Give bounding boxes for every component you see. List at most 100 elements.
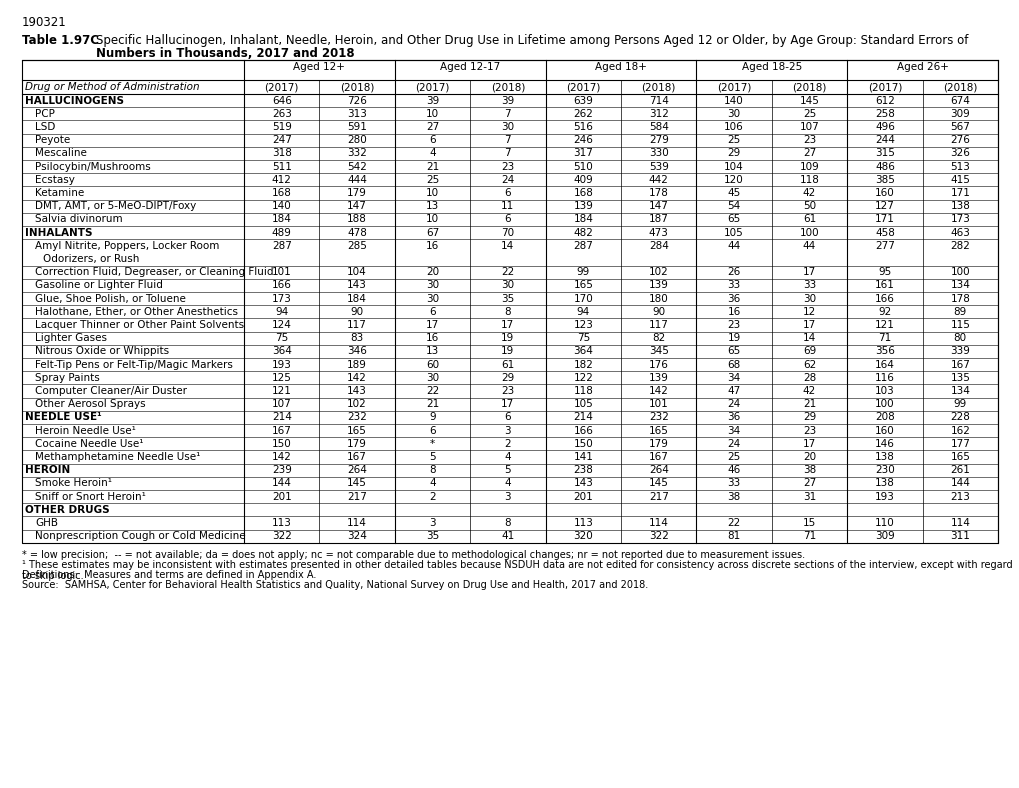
Text: 232: 232 xyxy=(346,412,367,422)
Text: 42: 42 xyxy=(802,386,815,396)
Text: 184: 184 xyxy=(573,214,593,225)
Text: 188: 188 xyxy=(346,214,367,225)
Text: 100: 100 xyxy=(799,228,818,237)
Text: (2018): (2018) xyxy=(943,82,976,92)
Text: 179: 179 xyxy=(346,188,367,198)
Text: Halothane, Ether, or Other Anesthetics: Halothane, Ether, or Other Anesthetics xyxy=(35,307,237,317)
Text: 21: 21 xyxy=(802,399,815,409)
Text: Ecstasy: Ecstasy xyxy=(35,175,74,184)
Text: 142: 142 xyxy=(271,452,291,462)
Text: 45: 45 xyxy=(727,188,740,198)
Text: Aged 18-25: Aged 18-25 xyxy=(741,62,801,72)
Text: 262: 262 xyxy=(573,109,593,119)
Text: 104: 104 xyxy=(723,162,743,172)
Text: 71: 71 xyxy=(877,333,891,343)
Text: 285: 285 xyxy=(346,240,367,251)
Text: 170: 170 xyxy=(573,293,593,303)
Text: 162: 162 xyxy=(950,426,969,436)
Text: 4: 4 xyxy=(429,148,435,158)
Text: 61: 61 xyxy=(802,214,815,225)
Text: 217: 217 xyxy=(648,492,668,501)
Text: 4: 4 xyxy=(504,452,511,462)
Text: 114: 114 xyxy=(950,518,969,528)
Text: 160: 160 xyxy=(874,188,894,198)
Text: 121: 121 xyxy=(271,386,291,396)
Text: 519: 519 xyxy=(271,122,291,132)
Text: Cocaine Needle Use¹: Cocaine Needle Use¹ xyxy=(35,439,144,448)
Text: 23: 23 xyxy=(500,386,514,396)
Text: Numbers in Thousands, 2017 and 2018: Numbers in Thousands, 2017 and 2018 xyxy=(96,47,355,60)
Text: 30: 30 xyxy=(501,122,514,132)
Text: 264: 264 xyxy=(648,465,668,475)
Text: 139: 139 xyxy=(573,201,593,211)
Text: 14: 14 xyxy=(802,333,815,343)
Text: (2017): (2017) xyxy=(415,82,449,92)
Text: 25: 25 xyxy=(727,452,740,462)
Text: 7: 7 xyxy=(504,109,511,119)
Text: (2018): (2018) xyxy=(339,82,374,92)
Text: 23: 23 xyxy=(802,426,815,436)
Text: 208: 208 xyxy=(874,412,894,422)
Text: 193: 193 xyxy=(271,359,291,370)
Text: 115: 115 xyxy=(950,320,969,330)
Text: 75: 75 xyxy=(275,333,288,343)
Text: 142: 142 xyxy=(648,386,668,396)
Text: 89: 89 xyxy=(953,307,966,317)
Text: 184: 184 xyxy=(271,214,291,225)
Text: 346: 346 xyxy=(346,346,367,356)
Text: 71: 71 xyxy=(802,531,815,541)
Text: 29: 29 xyxy=(727,148,740,158)
Text: 116: 116 xyxy=(874,373,894,383)
Text: 27: 27 xyxy=(426,122,439,132)
Text: 13: 13 xyxy=(426,201,439,211)
Text: 190321: 190321 xyxy=(22,16,66,29)
Text: 105: 105 xyxy=(573,399,593,409)
Text: 62: 62 xyxy=(802,359,815,370)
Text: Nitrous Oxide or Whippits: Nitrous Oxide or Whippits xyxy=(35,346,169,356)
Text: 54: 54 xyxy=(727,201,740,211)
Text: 22: 22 xyxy=(426,386,439,396)
Text: 486: 486 xyxy=(874,162,894,172)
Text: 6: 6 xyxy=(504,214,511,225)
Text: * = low precision;  -- = not available; da = does not apply; nc = not comparable: * = low precision; -- = not available; d… xyxy=(22,550,804,559)
Text: 6: 6 xyxy=(504,412,511,422)
Text: 264: 264 xyxy=(346,465,367,475)
Text: 246: 246 xyxy=(573,135,593,145)
Text: 31: 31 xyxy=(802,492,815,501)
Text: 42: 42 xyxy=(802,188,815,198)
Text: 567: 567 xyxy=(950,122,969,132)
Text: 489: 489 xyxy=(271,228,291,237)
Text: 214: 214 xyxy=(271,412,291,422)
Text: Aged 18+: Aged 18+ xyxy=(594,62,646,72)
Text: 140: 140 xyxy=(723,95,743,106)
Text: 282: 282 xyxy=(950,240,969,251)
Text: LSD: LSD xyxy=(35,122,55,132)
Text: 28: 28 xyxy=(802,373,815,383)
Text: 24: 24 xyxy=(727,399,740,409)
Text: 70: 70 xyxy=(501,228,514,237)
Text: 141: 141 xyxy=(573,452,593,462)
Text: 2: 2 xyxy=(504,439,511,448)
Text: 184: 184 xyxy=(346,293,367,303)
Text: 143: 143 xyxy=(346,281,367,290)
Text: 258: 258 xyxy=(874,109,894,119)
Text: 44: 44 xyxy=(727,240,740,251)
Text: (2018): (2018) xyxy=(641,82,676,92)
Text: 309: 309 xyxy=(950,109,969,119)
Text: 182: 182 xyxy=(573,359,593,370)
Text: 473: 473 xyxy=(648,228,668,237)
Text: 173: 173 xyxy=(950,214,969,225)
Text: 214: 214 xyxy=(573,412,593,422)
Text: 27: 27 xyxy=(802,478,815,489)
Text: Drug or Method of Administration: Drug or Method of Administration xyxy=(25,82,200,92)
Text: 10: 10 xyxy=(426,214,438,225)
Text: 39: 39 xyxy=(500,95,514,106)
Text: Peyote: Peyote xyxy=(35,135,70,145)
Text: 90: 90 xyxy=(651,307,664,317)
Text: 612: 612 xyxy=(874,95,894,106)
Text: 94: 94 xyxy=(275,307,288,317)
Text: 19: 19 xyxy=(727,333,740,343)
Text: 19: 19 xyxy=(500,346,514,356)
Text: 80: 80 xyxy=(953,333,966,343)
Text: 415: 415 xyxy=(950,175,969,184)
